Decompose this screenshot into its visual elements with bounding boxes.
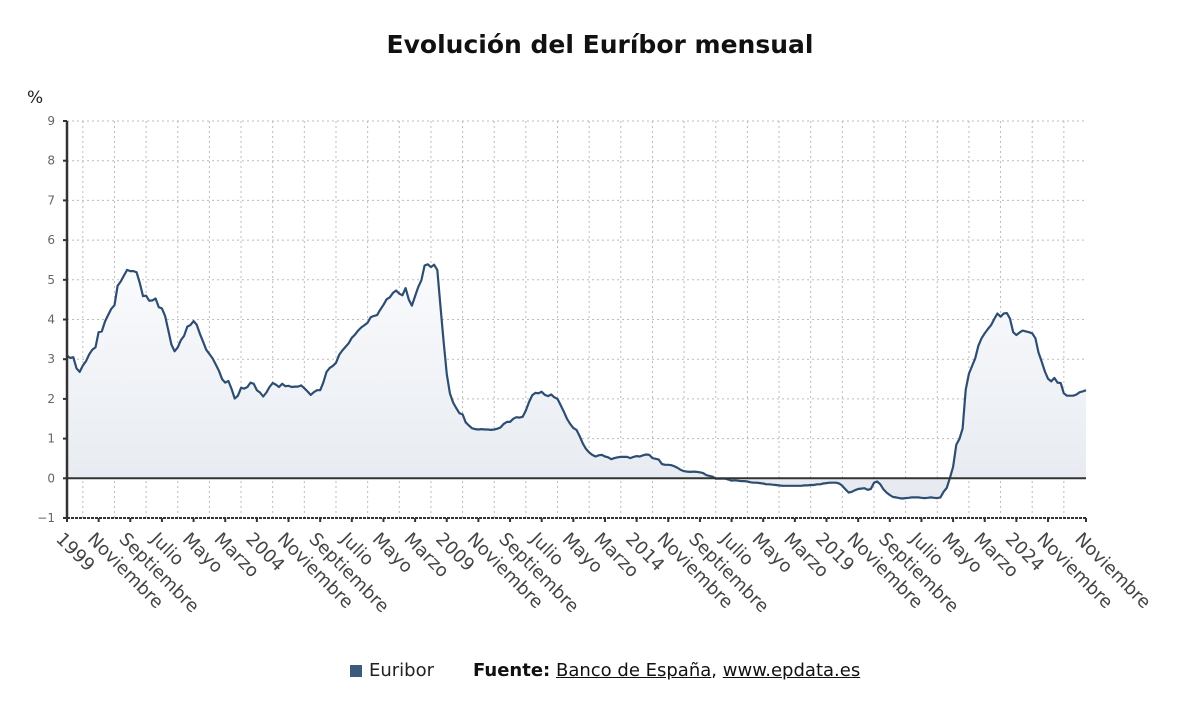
- y-tick-label: 1: [47, 432, 55, 446]
- chart-title: Evolución del Euríbor mensual: [386, 30, 814, 59]
- source-link-banco[interactable]: Banco de España: [555, 660, 712, 681]
- y-axis-unit: %: [27, 88, 44, 108]
- series-area: [67, 264, 1086, 499]
- source-note: Fuente: Banco de España, www.epdata.es: [473, 660, 860, 681]
- source-prefix: Fuente:: [473, 660, 551, 681]
- y-tick-label: 9: [47, 114, 55, 128]
- y-tick-label: 0: [47, 471, 55, 485]
- y-tick-label: 5: [47, 273, 55, 287]
- y-tick-label: 2: [47, 392, 55, 406]
- source-link-epdata[interactable]: www.epdata.es: [722, 660, 861, 681]
- legend[interactable]: Euribor: [350, 660, 434, 681]
- y-tick-label: 8: [47, 154, 55, 168]
- legend-swatch: [350, 664, 362, 677]
- y-tick-label: 3: [47, 352, 55, 366]
- legend-label: Euribor: [369, 660, 435, 681]
- y-tick-label: 6: [47, 233, 55, 247]
- y-tick-label: 4: [47, 313, 55, 327]
- source-separator: ,: [711, 660, 718, 681]
- y-tick-label: −1: [37, 511, 55, 525]
- y-tick-label: 7: [47, 193, 55, 207]
- series-line-euribor: [66, 263, 1087, 500]
